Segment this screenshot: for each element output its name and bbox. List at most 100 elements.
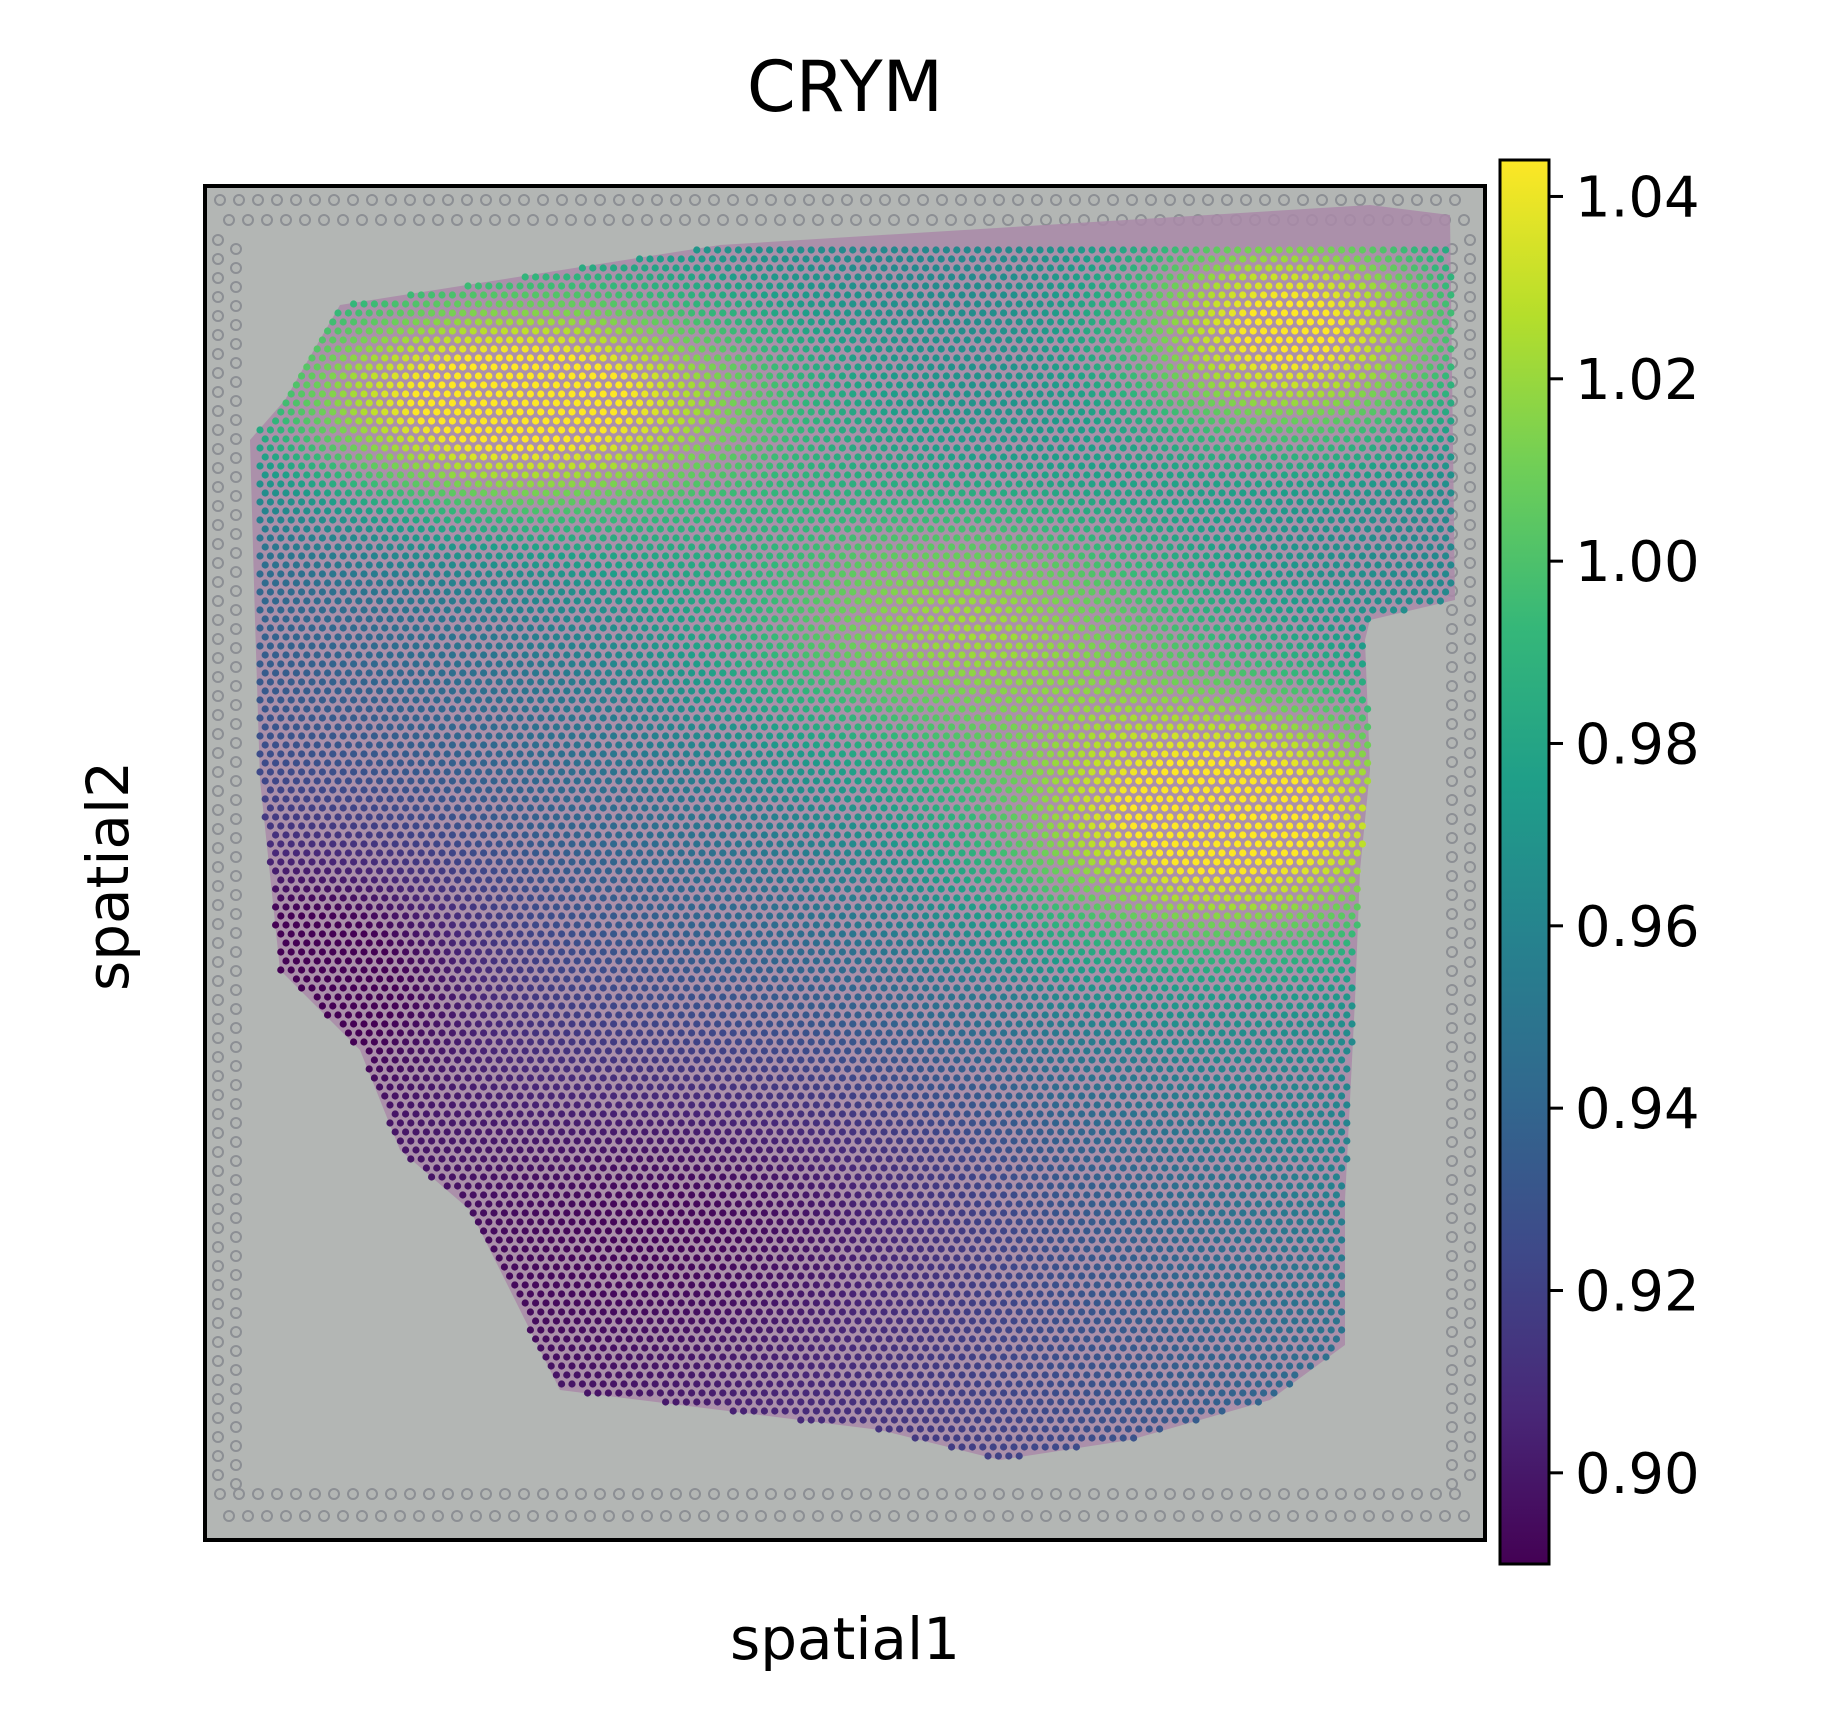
expression-spot bbox=[448, 381, 456, 389]
expression-spot bbox=[1218, 579, 1226, 587]
expression-spot bbox=[521, 597, 529, 605]
expression-spot bbox=[318, 390, 326, 398]
expression-spot bbox=[282, 543, 290, 551]
expression-spot bbox=[630, 498, 639, 506]
expression-spot bbox=[1390, 300, 1398, 308]
expression-spot bbox=[1202, 300, 1210, 308]
expression-spot bbox=[521, 489, 529, 497]
expression-spot bbox=[355, 309, 363, 317]
expression-spot bbox=[880, 426, 888, 434]
expression-spot bbox=[1197, 345, 1205, 353]
expression-spot bbox=[854, 417, 862, 425]
expression-spot bbox=[901, 264, 909, 272]
expression-spot bbox=[797, 318, 805, 326]
expression-spot bbox=[1280, 453, 1288, 461]
fiducial-spot bbox=[1446, 1041, 1458, 1053]
expression-spot bbox=[1436, 327, 1444, 335]
expression-spot bbox=[714, 462, 722, 470]
expression-spot bbox=[1119, 606, 1127, 614]
expression-spot bbox=[402, 588, 410, 596]
expression-spot bbox=[662, 354, 670, 362]
expression-spot bbox=[755, 408, 763, 416]
expression-spot bbox=[334, 507, 342, 515]
expression-spot bbox=[1083, 417, 1091, 425]
expression-spot bbox=[1400, 354, 1408, 362]
expression-spot bbox=[844, 489, 852, 497]
expression-spot bbox=[1161, 552, 1169, 560]
expression-spot bbox=[1384, 363, 1392, 371]
expression-spot bbox=[604, 291, 613, 299]
expression-spot bbox=[885, 579, 893, 587]
expression-spot bbox=[1317, 264, 1325, 272]
fiducial-spot bbox=[1183, 194, 1195, 206]
expression-spot bbox=[714, 354, 722, 362]
expression-spot bbox=[1442, 336, 1450, 344]
expression-spot bbox=[958, 597, 966, 605]
expression-spot bbox=[1187, 525, 1195, 533]
expression-spot bbox=[350, 570, 358, 578]
expression-spot bbox=[464, 426, 472, 434]
expression-spot bbox=[370, 336, 378, 344]
fiducial-spot bbox=[230, 1364, 242, 1376]
expression-spot bbox=[573, 363, 581, 371]
expression-spot bbox=[542, 561, 550, 569]
expression-spot bbox=[1265, 444, 1273, 452]
expression-spot bbox=[1275, 300, 1283, 308]
expression-spot bbox=[719, 453, 727, 461]
expression-spot bbox=[308, 408, 316, 416]
expression-spot bbox=[724, 606, 732, 614]
expression-spot bbox=[298, 570, 306, 578]
fiducial-spot bbox=[575, 194, 587, 206]
expression-spot bbox=[677, 597, 685, 605]
expression-spot bbox=[1062, 273, 1070, 281]
expression-spot bbox=[381, 462, 389, 470]
expression-spot bbox=[1322, 417, 1330, 425]
expression-spot bbox=[1286, 444, 1294, 452]
expression-spot bbox=[766, 570, 774, 578]
expression-spot bbox=[620, 282, 628, 290]
expression-spot bbox=[802, 489, 810, 497]
expression-spot bbox=[1046, 570, 1054, 578]
expression-spot bbox=[324, 363, 332, 371]
expression-spot bbox=[630, 426, 639, 434]
expression-spot bbox=[1010, 507, 1018, 515]
expression-spot bbox=[1343, 273, 1351, 281]
expression-spot bbox=[1234, 372, 1242, 380]
expression-spot bbox=[745, 552, 753, 560]
expression-spot bbox=[1109, 480, 1117, 488]
expression-spot bbox=[760, 525, 769, 533]
expression-spot bbox=[1338, 336, 1346, 344]
expression-spot bbox=[469, 381, 477, 389]
expression-spot bbox=[682, 462, 691, 470]
expression-spot bbox=[464, 462, 472, 470]
expression-spot bbox=[526, 462, 535, 470]
expression-spot bbox=[953, 318, 961, 326]
expression-spot bbox=[1390, 444, 1398, 452]
expression-spot bbox=[693, 498, 701, 506]
expression-spot bbox=[594, 471, 602, 479]
expression-spot bbox=[443, 408, 451, 416]
expression-spot bbox=[823, 507, 831, 515]
expression-spot bbox=[968, 255, 977, 263]
expression-spot bbox=[480, 381, 488, 389]
expression-spot bbox=[1197, 579, 1205, 587]
fiducial-spot bbox=[230, 851, 242, 863]
expression-spot bbox=[1072, 597, 1080, 605]
expression-spot bbox=[958, 255, 966, 263]
expression-spot bbox=[875, 507, 883, 515]
fiducial-spot bbox=[480, 1488, 492, 1500]
expression-spot bbox=[1140, 426, 1148, 434]
expression-spot bbox=[1124, 579, 1132, 587]
expression-spot bbox=[906, 399, 914, 407]
expression-spot bbox=[433, 426, 441, 434]
expression-spot bbox=[1140, 318, 1148, 326]
expression-spot bbox=[1197, 435, 1205, 443]
expression-spot bbox=[1046, 318, 1054, 326]
expression-spot bbox=[282, 489, 290, 497]
expression-spot bbox=[1156, 579, 1164, 587]
expression-spot bbox=[1416, 453, 1424, 461]
expression-spot bbox=[760, 363, 769, 371]
expression-spot bbox=[1202, 246, 1210, 254]
expression-spot bbox=[1093, 291, 1101, 299]
expression-spot bbox=[516, 408, 524, 416]
